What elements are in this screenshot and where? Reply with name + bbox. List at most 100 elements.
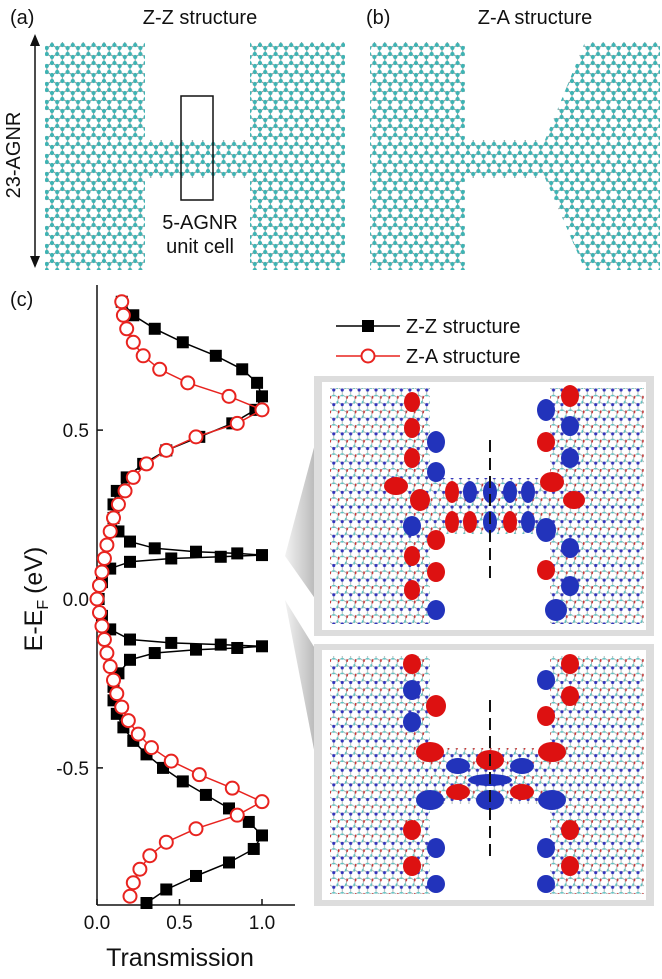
legend-label: Z-A structure <box>406 346 520 368</box>
marker-circle <box>117 309 130 322</box>
marker-circle <box>112 498 125 511</box>
marker-square <box>256 640 268 652</box>
y-label-subscript: F <box>35 600 52 610</box>
marker-circle <box>137 349 150 362</box>
marker-square <box>231 547 243 559</box>
panel-label: (c) <box>10 289 33 311</box>
marker-circle <box>115 295 128 308</box>
marker-circle <box>193 768 206 781</box>
marker-square <box>190 546 202 558</box>
panel-title: Z-Z structure <box>143 7 257 29</box>
marker-square <box>124 556 136 568</box>
marker-circle <box>91 593 104 606</box>
marker-circle <box>226 782 239 795</box>
marker-square <box>248 843 260 855</box>
x-tick-label: 0.5 <box>166 913 192 934</box>
marker-square <box>124 634 136 646</box>
marker-circle <box>98 633 111 646</box>
marker-square <box>200 789 212 801</box>
marker-square <box>165 637 177 649</box>
marker-square <box>149 647 161 659</box>
marker-circle <box>93 579 106 592</box>
marker-square <box>215 551 227 563</box>
marker-square <box>223 856 235 868</box>
y-label-text: E-E <box>20 610 48 652</box>
marker-circle <box>100 647 113 660</box>
marker-circle <box>231 809 244 822</box>
marker-circle <box>160 444 173 457</box>
inset-top <box>314 376 654 636</box>
marker-square <box>141 897 153 909</box>
marker-circle <box>115 701 128 714</box>
y-label-unit: (eV) <box>20 547 48 594</box>
marker-circle <box>127 876 140 889</box>
marker-circle <box>120 322 133 335</box>
marker-circle <box>190 430 203 443</box>
marker-square <box>256 549 268 561</box>
marker-circle <box>124 890 137 903</box>
marker-circle <box>127 471 140 484</box>
marker-circle <box>127 336 140 349</box>
ribbon <box>370 42 465 270</box>
ribbon <box>45 42 145 270</box>
inset-pointer <box>285 600 316 760</box>
marker-square <box>177 336 189 348</box>
marker-circle <box>104 525 117 538</box>
marker-square <box>236 363 248 375</box>
marker-circle <box>256 403 269 416</box>
marker-square <box>124 654 136 666</box>
marker-circle <box>107 674 120 687</box>
y-tick-label: 0.5 <box>63 421 89 442</box>
inset-pointer <box>285 440 316 600</box>
marker-circle <box>190 822 203 835</box>
panel-b: (b) Z-A structure <box>366 7 660 270</box>
marker-circle <box>104 660 117 673</box>
marker-circle <box>93 606 106 619</box>
marker-square <box>210 350 222 362</box>
marker-circle <box>95 620 108 633</box>
marker-circle <box>223 390 236 403</box>
box-label: 5-AGNR <box>162 212 238 234</box>
marker-circle <box>181 376 194 389</box>
marker-circle <box>100 538 113 551</box>
marker-circle <box>165 755 178 768</box>
marker-circle <box>107 511 120 524</box>
marker-circle <box>256 795 269 808</box>
marker-square <box>243 816 255 828</box>
series <box>91 295 269 902</box>
marker-circle <box>98 552 111 565</box>
marker-circle <box>362 350 375 363</box>
y-tick-label: -0.5 <box>56 759 89 780</box>
marker-circle <box>140 457 153 470</box>
marker-circle <box>145 741 158 754</box>
marker-circle <box>231 417 244 430</box>
marker-square <box>160 883 172 895</box>
marker-square <box>256 829 268 841</box>
y-tick-label: 0.0 <box>63 590 89 611</box>
marker-square <box>190 644 202 656</box>
marker-square <box>165 552 177 564</box>
marker-square <box>231 642 243 654</box>
marker-circle <box>110 687 123 700</box>
ribbon <box>250 42 345 270</box>
marker-square <box>149 323 161 335</box>
channel <box>465 140 545 178</box>
marker-square <box>251 377 263 389</box>
panel-a: (a) Z-Z structure 23-AGNR 5-AGNR unit ce… <box>3 7 345 270</box>
marker-circle <box>95 565 108 578</box>
marker-circle <box>160 836 173 849</box>
marker-square <box>149 542 161 554</box>
width-label: 23-AGNR <box>3 112 25 199</box>
y-axis-label: E-EF (eV) <box>20 547 52 652</box>
marker-circle <box>153 363 166 376</box>
marker-circle <box>122 714 135 727</box>
x-axis-label: Transmission <box>106 944 254 972</box>
panel-label: (b) <box>366 7 390 29</box>
panel-title: Z-A structure <box>478 7 592 29</box>
marker-square <box>124 536 136 548</box>
marker-circle <box>132 728 145 741</box>
box-label: unit cell <box>166 236 234 258</box>
channel <box>145 140 250 178</box>
marker-square <box>362 320 374 332</box>
x-tick-label: 1.0 <box>249 913 275 934</box>
